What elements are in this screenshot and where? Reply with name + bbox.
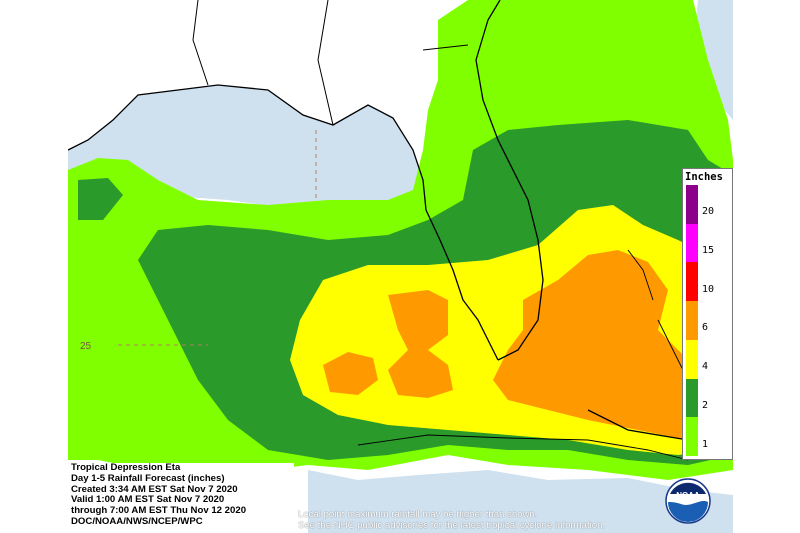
legend-label-15: 15 (702, 245, 715, 256)
legend-label-1: 1 (702, 438, 709, 450)
rain-contour-6b (493, 250, 733, 440)
legend-swatch-1 (686, 417, 698, 456)
legend-swatch-4 (686, 339, 698, 379)
caribbean-water (308, 470, 733, 533)
info-line-agency: DOC/NOAA/NWS/NCEP/WPC (71, 515, 203, 527)
legend-label-2: 2 (702, 399, 709, 411)
legend-swatch-2 (686, 378, 698, 418)
rainfall-legend: Inches 20 15 10 6 4 2 1 (682, 168, 733, 460)
map-canvas (68, 0, 733, 533)
info-line-product: Day 1-5 Rainfall Forecast (inches) (71, 472, 225, 484)
legend-swatch-15 (686, 223, 698, 263)
legend-label-10: 10 (702, 283, 715, 295)
latitude-label: 25 (80, 341, 92, 352)
state-borders (192, 0, 469, 126)
info-line-storm: Tropical Depression Eta (71, 462, 181, 473)
legend-swatch-20 (686, 185, 698, 224)
map-notes: Local point maximum rainfall may be high… (298, 509, 605, 531)
info-line-through: through 7:00 AM EST Thu Nov 12 2020 (71, 505, 247, 517)
rain-contour-2b (78, 178, 123, 220)
note-max-rainfall: Local point maximum rainfall may be high… (298, 509, 538, 520)
legend-label-6: 6 (702, 322, 709, 334)
legend-label-20: 20 (702, 206, 715, 218)
noaa-logo-text: NOAA (676, 491, 700, 500)
rainfall-map (68, 0, 733, 533)
legend-swatch-6 (686, 301, 698, 340)
coastlines (68, 0, 689, 441)
note-nhc-advisories: See the NHC public advisories for the la… (298, 520, 606, 531)
info-line-valid: Valid 1:00 AM EST Sat Nov 7 2020 (71, 494, 225, 506)
noaa-logo-icon: NOAA (665, 478, 711, 524)
legend-swatch-10 (686, 262, 698, 302)
rain-contour-6a (388, 290, 453, 398)
info-line-created: Created 3:34 AM EST Sat Nov 7 2020 (71, 483, 238, 495)
rain-contour-6c (323, 352, 378, 395)
forecast-info-box: Tropical Depression Eta Day 1-5 Rainfall… (68, 462, 294, 531)
legend-title: Inches (685, 171, 723, 183)
legend-label-4: 4 (702, 361, 709, 373)
atlantic-water (693, 0, 733, 120)
